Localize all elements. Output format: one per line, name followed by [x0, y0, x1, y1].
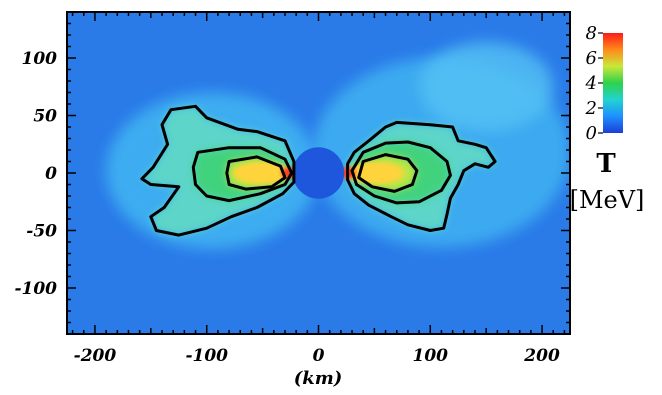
- x-tick-label: 200: [523, 346, 560, 366]
- x-tick-label: 100: [413, 346, 449, 366]
- colorbar-tick-label: 0: [586, 123, 597, 144]
- y-tick-label: 0: [45, 164, 57, 184]
- x-tick-labels: -200 -100 0 100 200: [74, 346, 560, 366]
- x-tick-label: 0: [313, 346, 325, 366]
- axis-ticks: [67, 12, 570, 334]
- colorbar: 8 6 4 2 0 T [MeV]: [570, 23, 645, 214]
- x-axis-label: (km): [294, 368, 343, 389]
- colorbar-gradient: [603, 33, 623, 133]
- hot-core-left: [233, 161, 292, 185]
- upper-right-plume: [419, 42, 554, 132]
- y-tick-label: -100: [14, 279, 57, 299]
- y-tick-label: 100: [22, 49, 58, 69]
- contour-right-2: [350, 140, 452, 205]
- contour-left-3: [225, 155, 287, 191]
- colorbar-quantity-label: T: [596, 149, 616, 179]
- contour-right-1: [346, 120, 497, 232]
- contour-lines: [140, 104, 497, 237]
- y-tick-label: 50: [33, 107, 57, 127]
- contour-left-2: [191, 146, 294, 203]
- y-tick-labels: 100 50 0 -50 -100: [14, 49, 57, 299]
- heatmap-plot-area: [67, 12, 570, 334]
- colorbar-tick-label: 6: [586, 48, 597, 69]
- x-tick-label: -100: [185, 346, 228, 366]
- x-tick-label: -200: [74, 346, 117, 366]
- y-tick-label: -50: [26, 222, 57, 242]
- colorbar-unit-label: [MeV]: [570, 186, 645, 214]
- central-object: [292, 147, 345, 199]
- colorbar-tick-label: 2: [585, 98, 597, 119]
- colorbar-tick-label: 8: [586, 23, 597, 44]
- contour-right-3: [357, 153, 419, 193]
- contour-left-1: [140, 104, 296, 237]
- colorbar-ticks: 8 6 4 2 0: [585, 23, 603, 144]
- colorbar-tick-label: 4: [585, 73, 597, 94]
